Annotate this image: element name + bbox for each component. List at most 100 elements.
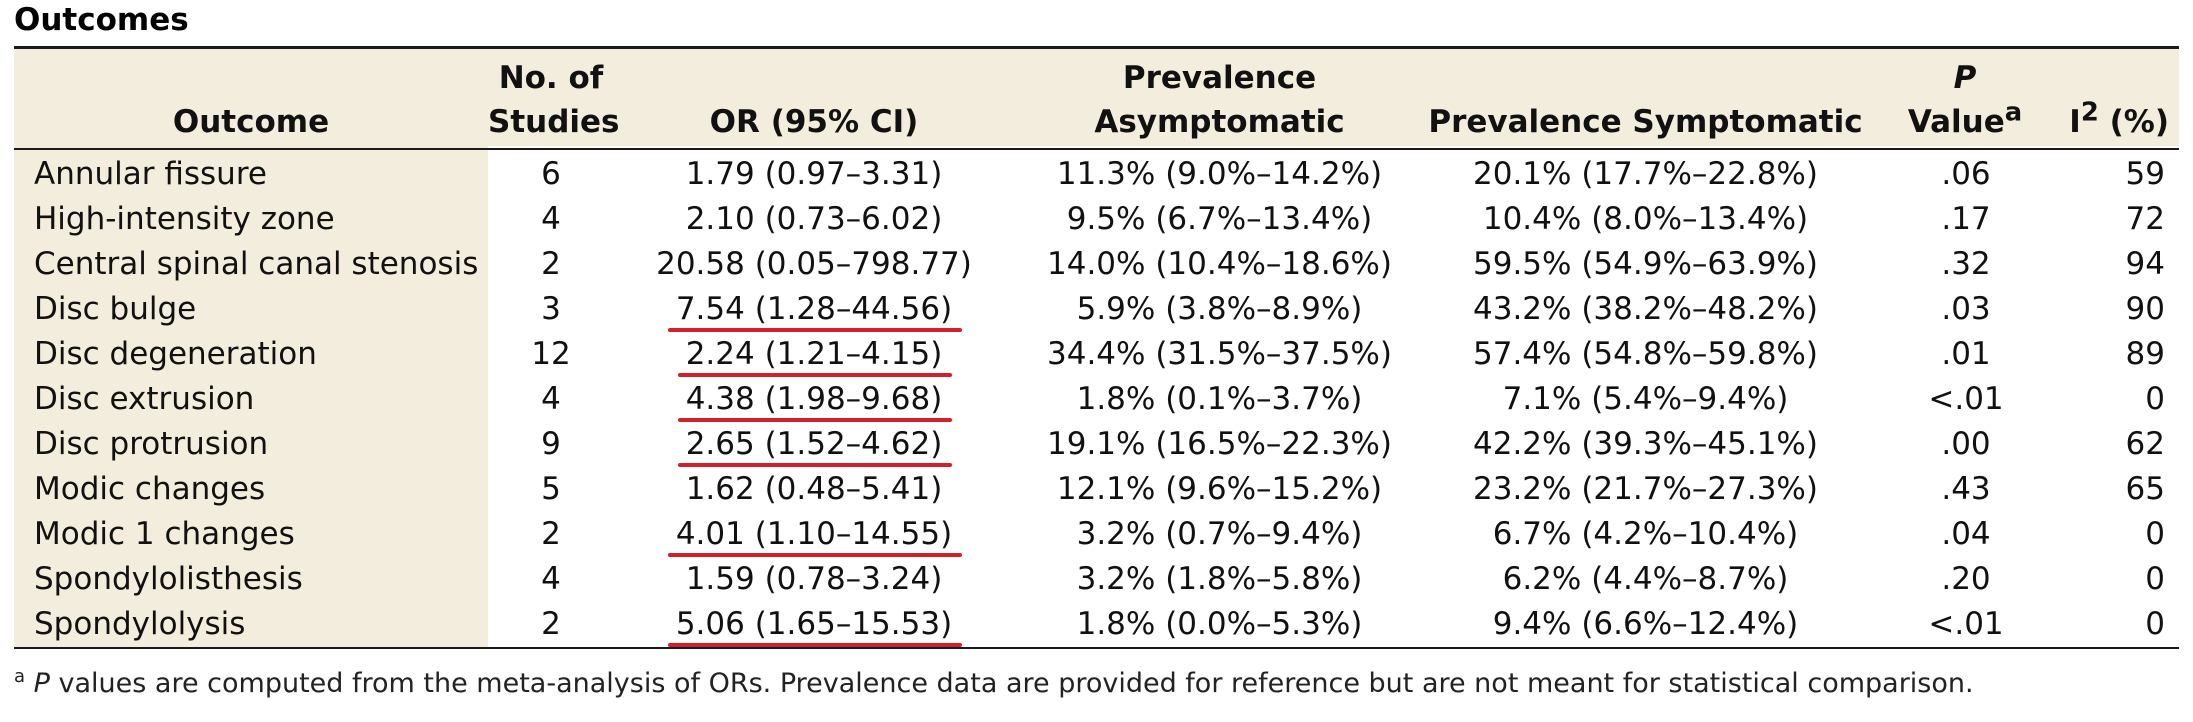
or-value-text: 7.54 (1.28–44.56) <box>675 291 953 327</box>
or-value-text: 1.62 (0.48–5.41) <box>685 471 943 507</box>
cell-studies: 4 <box>541 381 561 417</box>
cell-p-value: .32 <box>1941 246 1991 282</box>
cell-studies: 3 <box>541 291 561 327</box>
or-value-text: 4.01 (1.10–14.55) <box>675 516 953 552</box>
cell-p-value: .00 <box>1941 426 1991 462</box>
or-value: 2.65 (1.52–4.62) <box>677 422 953 467</box>
table-row: High-intensity zone 4 2.10 (0.73–6.02) 9.5%… <box>14 197 2179 242</box>
or-value: 2.24 (1.21–4.15) <box>677 332 953 377</box>
cell-studies: 4 <box>541 201 561 237</box>
cell-p-value: <.01 <box>1928 606 2004 642</box>
table-row: Modic changes 5 1.62 (0.48–5.41) 12.1% (9.6… <box>14 467 2179 512</box>
or-value: 4.01 (1.10–14.55) <box>667 512 963 557</box>
red-underline-annotation <box>667 643 963 647</box>
cell-or: 2.24 (1.21–4.15) <box>614 332 1014 377</box>
or-value: 20.58 (0.05–798.77) <box>656 242 972 287</box>
cell-studies: 2 <box>541 516 561 552</box>
header-studies-line1: No. of <box>498 60 604 96</box>
table-row: Disc bulge 3 7.54 (1.28–44.56) 5.9% (3.8%–8… <box>14 287 2179 332</box>
cell-studies: 4 <box>541 561 561 597</box>
header-or: OR (95% CI) <box>614 49 1014 150</box>
footnote: a P values are computed from the meta-an… <box>14 666 1974 700</box>
table-row: Disc extrusion 4 4.38 (1.98–9.68) 1.8% (0.1… <box>14 377 2179 422</box>
table-row: Disc protrusion 9 2.65 (1.52–4.62) 19.1% (1… <box>14 422 2179 467</box>
cell-p-value: .43 <box>1941 471 1991 507</box>
cell-prev-asym: 3.2% (0.7%–9.4%) <box>1076 516 1363 552</box>
or-value-text: 4.38 (1.98–9.68) <box>685 381 943 417</box>
table-row: Spondylolisthesis 4 1.59 (0.78–3.24) 3.2% (… <box>14 557 2179 602</box>
table-row: Central spinal canal stenosis 2 20.58 (0.0… <box>14 242 2179 287</box>
cell-prev-asym: 11.3% (9.0%–14.2%) <box>1056 156 1383 192</box>
cell-prev-sym: 42.2% (39.3%–45.1%) <box>1473 426 1818 462</box>
cell-or: 1.62 (0.48–5.41) <box>614 467 1014 512</box>
cell-outcome: Modic changes <box>34 471 266 507</box>
cell-p-value: .17 <box>1941 201 1991 237</box>
table-row: Disc degeneration 12 2.24 (1.21–4.15) 34.4%… <box>14 332 2179 377</box>
cell-studies: 9 <box>541 426 561 462</box>
cell-prev-asym: 34.4% (31.5%–37.5%) <box>1047 336 1392 372</box>
cell-outcome: Central spinal canal stenosis <box>34 246 479 282</box>
table-row: Spondylolysis 2 5.06 (1.65–15.53) 1.8% (0.0… <box>14 602 2179 647</box>
cell-or: 1.79 (0.97–3.31) <box>614 149 1014 197</box>
cell-p-value: <.01 <box>1928 381 2004 417</box>
header-i2: I2 (%) <box>2036 49 2179 150</box>
cell-prev-sym: 59.5% (54.9%–63.9%) <box>1473 246 1818 282</box>
cell-prev-sym: 20.1% (17.7%–22.8%) <box>1473 156 1818 192</box>
or-value: 1.62 (0.48–5.41) <box>686 467 943 512</box>
footnote-marker: a <box>14 666 26 687</box>
table-body: Annular fissure 6 1.79 (0.97–3.31) 11.3% (9… <box>14 149 2179 647</box>
cell-or: 4.01 (1.10–14.55) <box>614 512 1014 557</box>
cell-or: 7.54 (1.28–44.56) <box>614 287 1014 332</box>
cell-i2: 72 <box>2125 201 2165 237</box>
table-row: Annular fissure 6 1.79 (0.97–3.31) 11.3% (9… <box>14 149 2179 197</box>
or-value-text: 1.79 (0.97–3.31) <box>685 156 943 192</box>
footnote-text: values are computed from the meta-analys… <box>49 668 1974 699</box>
cell-prev-asym: 19.1% (16.5%–22.3%) <box>1047 426 1392 462</box>
cell-prev-asym: 1.8% (0.1%–3.7%) <box>1076 381 1363 417</box>
cell-i2: 59 <box>2125 156 2165 192</box>
cell-prev-sym: 23.2% (21.7%–27.3%) <box>1473 471 1818 507</box>
cell-p-value: .03 <box>1941 291 1991 327</box>
cell-outcome: High-intensity zone <box>34 201 335 237</box>
cell-studies: 2 <box>541 246 561 282</box>
or-value: 5.06 (1.65–15.53) <box>667 602 963 647</box>
cell-prev-asym: 1.8% (0.0%–5.3%) <box>1076 606 1363 642</box>
cell-i2: 0 <box>2145 606 2165 642</box>
cell-outcome: Modic 1 changes <box>34 516 295 552</box>
red-underline-annotation <box>677 463 953 467</box>
header-studies: No. of Studies <box>488 49 620 150</box>
cell-prev-sym: 6.2% (4.4%–8.7%) <box>1502 561 1789 597</box>
cell-i2: 0 <box>2145 561 2165 597</box>
cell-i2: 0 <box>2145 381 2165 417</box>
cell-i2: 94 <box>2125 246 2165 282</box>
header-p-italic: P <box>1953 60 1977 96</box>
cell-outcome: Spondylolisthesis <box>34 561 303 597</box>
cell-outcome: Disc extrusion <box>34 381 255 417</box>
or-value: 2.10 (0.73–6.02) <box>686 197 943 242</box>
header-p-label: Value <box>1907 104 2005 140</box>
table-row: Modic 1 changes 2 4.01 (1.10–14.55) 3.2% (0… <box>14 512 2179 557</box>
header-i2-unit: (%) <box>2098 104 2169 140</box>
or-value: 4.38 (1.98–9.68) <box>677 377 953 422</box>
outcomes-table: Outcome No. of Studies OR (95% CI) Preva… <box>14 46 2179 649</box>
header-p-value: P Valuea <box>1866 49 2036 150</box>
or-value-text: 2.65 (1.52–4.62) <box>685 426 943 462</box>
header-outcome: Outcome <box>14 49 488 150</box>
cell-or: 2.65 (1.52–4.62) <box>614 422 1014 467</box>
cell-prev-sym: 43.2% (38.2%–48.2%) <box>1473 291 1818 327</box>
header-prev-asym: Prevalence Asymptomatic <box>1014 49 1425 150</box>
header-i2-base: I <box>2069 104 2081 140</box>
cell-p-value: .06 <box>1941 156 1991 192</box>
cell-outcome: Disc degeneration <box>34 336 317 372</box>
cell-studies: 5 <box>541 471 561 507</box>
header-row: Outcome No. of Studies OR (95% CI) Preva… <box>14 49 2179 150</box>
cell-outcome: Disc bulge <box>34 291 197 327</box>
cell-or: 2.10 (0.73–6.02) <box>614 197 1014 242</box>
cell-p-value: .04 <box>1941 516 1991 552</box>
cell-i2: 89 <box>2125 336 2165 372</box>
or-value-text: 5.06 (1.65–15.53) <box>675 606 953 642</box>
red-underline-annotation <box>677 418 953 422</box>
or-value: 1.79 (0.97–3.31) <box>686 152 943 197</box>
cell-or: 5.06 (1.65–15.53) <box>614 602 1014 647</box>
cell-i2: 90 <box>2125 291 2165 327</box>
